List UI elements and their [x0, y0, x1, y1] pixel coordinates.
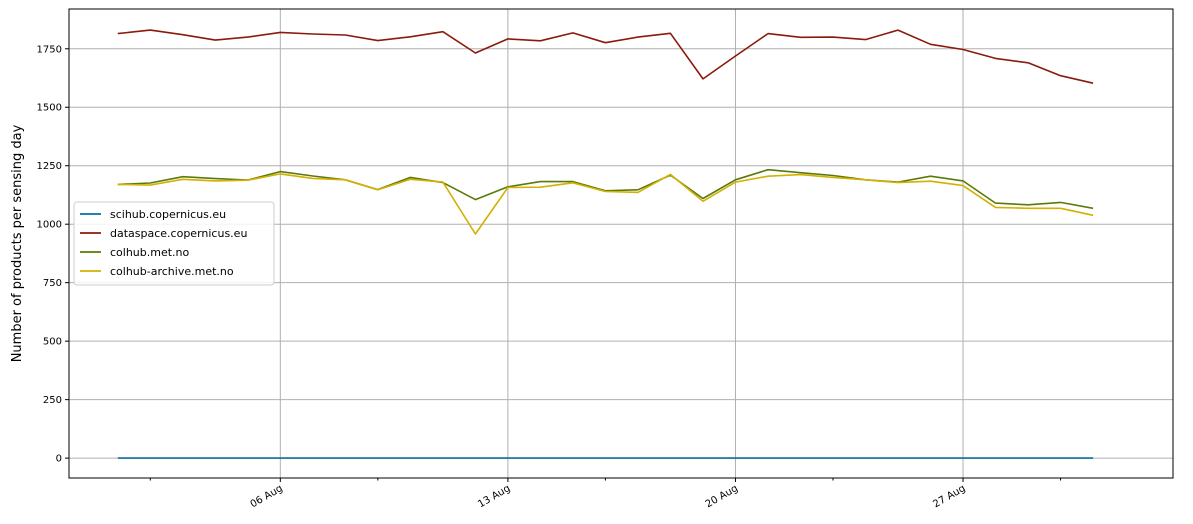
- legend: scihub.copernicus.eu dataspace.copernicus…: [73, 201, 275, 286]
- x-tick-label: 06 Aug: [249, 483, 285, 510]
- series-line-colhub-archive-met-no: [117, 173, 1094, 235]
- y-tick-label: 0: [56, 454, 62, 465]
- series-lines: [117, 29, 1094, 459]
- y-tick-label: 250: [43, 395, 62, 406]
- legend-label: dataspace.copernicus.eu: [110, 227, 247, 240]
- x-tick-label: 27 Aug: [931, 483, 967, 510]
- x-tick-label: 20 Aug: [704, 483, 740, 510]
- legend-label: colhub.met.no: [110, 246, 190, 259]
- y-tick-label: 1250: [37, 161, 62, 172]
- legend-label: colhub-archive.met.no: [110, 265, 234, 278]
- x-tick-label: 13 Aug: [476, 483, 512, 510]
- y-axis-label: Number of products per sensing day: [10, 124, 25, 362]
- legend-label: scihub.copernicus.eu: [110, 208, 226, 221]
- series-line-dataspace-copernicus-eu: [117, 29, 1094, 84]
- y-tick-label: 1500: [37, 103, 62, 114]
- y-tick-label: 1000: [37, 220, 62, 231]
- y-axis: 0 250 500 750 1000 1250 1500 1750: [37, 44, 69, 465]
- plot-frame: [68, 8, 1174, 479]
- y-tick-label: 1750: [37, 44, 62, 55]
- x-axis: 06 Aug 13 Aug 20 Aug 27 Aug: [149, 478, 1062, 510]
- legend-box: [73, 201, 275, 286]
- y-tick-label: 500: [43, 337, 62, 348]
- y-tick-label: 750: [43, 278, 62, 289]
